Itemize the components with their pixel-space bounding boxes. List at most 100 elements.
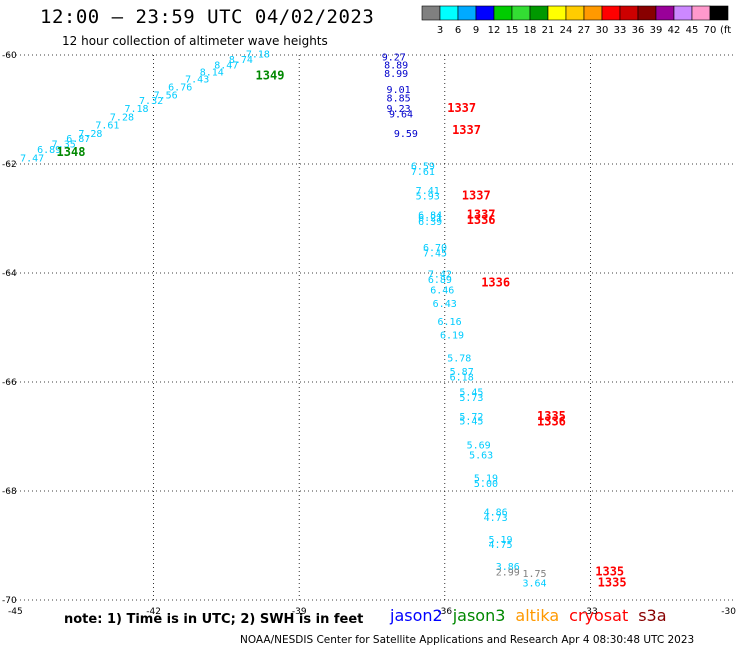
- x-tick-label: -33: [583, 607, 598, 617]
- y-tick-label: -68: [2, 487, 17, 497]
- data-point-label: 1335: [598, 575, 627, 589]
- data-point-label: 5.19: [488, 535, 512, 546]
- colorbar-label: 21: [542, 25, 555, 36]
- data-point-label: 8.85: [387, 93, 411, 104]
- data-point-label: 8.47: [214, 61, 238, 72]
- data-point-label: 7.45: [423, 249, 447, 260]
- data-point-label: 4.73: [484, 513, 508, 524]
- colorbar-label: 70: [704, 25, 717, 36]
- data-point-label: 7.56: [154, 91, 178, 102]
- data-point-label: 1335: [595, 564, 624, 578]
- data-point-label: 7.18: [124, 104, 148, 115]
- data-point-label: 9.23: [387, 104, 411, 115]
- y-tick-label: -70: [2, 596, 17, 606]
- colorbar-swatch: [709, 5, 729, 21]
- data-point-label: 6.43: [433, 299, 457, 310]
- data-point-label: 1348: [57, 145, 86, 159]
- data-point-label: 9.27: [382, 52, 406, 63]
- data-point-label: 6.46: [430, 286, 454, 297]
- colorbar-label: 9: [473, 25, 479, 36]
- colorbar-label: 42: [668, 25, 681, 36]
- y-tick-label: -66: [2, 378, 17, 388]
- data-point-label: 7.28: [110, 112, 134, 123]
- legend-entry-jason3: jason3: [452, 606, 506, 625]
- data-point-label: 5.19: [474, 474, 498, 485]
- data-point-label: 7.42: [428, 269, 452, 280]
- legend-entry-cryosat: cryosat: [569, 606, 629, 625]
- data-point-label: 6.59: [411, 161, 435, 172]
- data-point-label: 7.43: [185, 74, 209, 85]
- data-point-label: 6.39: [418, 217, 442, 228]
- data-point-label: 5.73: [459, 393, 483, 404]
- colorbar-label: 36: [632, 25, 645, 36]
- data-point-label: 6.16: [438, 317, 462, 328]
- data-point-label: 7.41: [416, 186, 440, 197]
- data-point-label: 1349: [256, 69, 285, 83]
- data-point-label: 8.14: [200, 68, 224, 79]
- data-point-label: 8.99: [384, 69, 408, 80]
- data-point-label: 6.18: [450, 372, 474, 383]
- data-point-label: 2.99: [496, 567, 520, 578]
- x-tick-label: -45: [8, 607, 23, 617]
- data-point-label: 8.74: [229, 55, 253, 66]
- data-point-label: 7.61: [95, 121, 119, 132]
- data-point-label: 5.45: [459, 388, 483, 399]
- data-point-label: 4.75: [488, 540, 512, 551]
- data-point-label: 9.64: [389, 110, 413, 121]
- data-point-label: 6.76: [168, 82, 192, 93]
- data-point-label: 6.89: [428, 275, 452, 286]
- data-point-label: 1337: [467, 208, 496, 222]
- data-point-label: 5.72: [459, 412, 483, 423]
- data-point-label: 7.32: [139, 96, 163, 107]
- legend-entry-s3a: s3a: [638, 606, 667, 625]
- colorbar-label: 30: [596, 25, 609, 36]
- colorbar-label: 27: [578, 25, 591, 36]
- y-tick-label: -62: [2, 160, 17, 170]
- data-point-label: 3.86: [496, 562, 520, 573]
- y-tick-label: -64: [2, 269, 17, 279]
- x-tick-label: -36: [437, 607, 452, 617]
- data-point-label: 6.19: [440, 330, 464, 341]
- data-point-label: 1337: [462, 188, 491, 202]
- legend-entry-jason2: jason2: [390, 606, 443, 625]
- data-point-label: 9.01: [387, 85, 411, 96]
- x-tick-label: -30: [721, 607, 736, 617]
- data-point-label: 7.61: [411, 167, 435, 178]
- data-point-label: 6.87: [66, 134, 90, 145]
- colorbar-label: 33: [614, 25, 627, 36]
- x-tick-label: -42: [146, 607, 161, 617]
- data-point-label: 1336: [481, 276, 510, 290]
- data-point-label: 3.64: [522, 578, 546, 589]
- data-point-label: 6.89: [37, 145, 61, 156]
- data-point-label: 5.87: [450, 367, 474, 378]
- data-point-label: 6.21: [418, 213, 442, 224]
- x-tick-label: -39: [292, 607, 307, 617]
- data-point-label: 5.69: [467, 440, 491, 451]
- colorbar-label: 39: [650, 25, 663, 36]
- data-point-label: 8.89: [384, 61, 408, 72]
- colorbar-label: 15: [506, 25, 519, 36]
- data-point-label: 4.86: [484, 508, 508, 519]
- data-point-label: 1337: [452, 123, 481, 137]
- data-point-label: 1337: [447, 101, 476, 115]
- colorbar-label: 12: [488, 25, 501, 36]
- data-point-label: 9.59: [394, 129, 418, 140]
- colorbar-label: 45: [686, 25, 699, 36]
- colorbar-label: 3: [437, 25, 443, 36]
- data-point-label: 7.35: [52, 140, 76, 151]
- data-point-label: 1336: [467, 213, 496, 227]
- data-point-label: 1.75: [522, 569, 546, 580]
- credit-line: NOAA/NESDIS Center for Satellite Applica…: [240, 634, 695, 646]
- data-point-label: 5.78: [447, 353, 471, 364]
- colorbar-label: 6: [455, 25, 461, 36]
- note-text: note: 1) Time is in UTC; 2) SWH is in fe…: [64, 612, 364, 627]
- page-subtitle: 12 hour collection of altimeter wave hei…: [62, 34, 328, 48]
- data-point-label: 1335: [537, 409, 566, 423]
- data-point-label: 5.00: [474, 479, 498, 490]
- colorbar-unit: (ft): [720, 25, 731, 36]
- legend-entry-altika: altika: [515, 606, 560, 625]
- data-point-label: 7.28: [78, 129, 102, 140]
- data-point-label: 5.45: [459, 417, 483, 428]
